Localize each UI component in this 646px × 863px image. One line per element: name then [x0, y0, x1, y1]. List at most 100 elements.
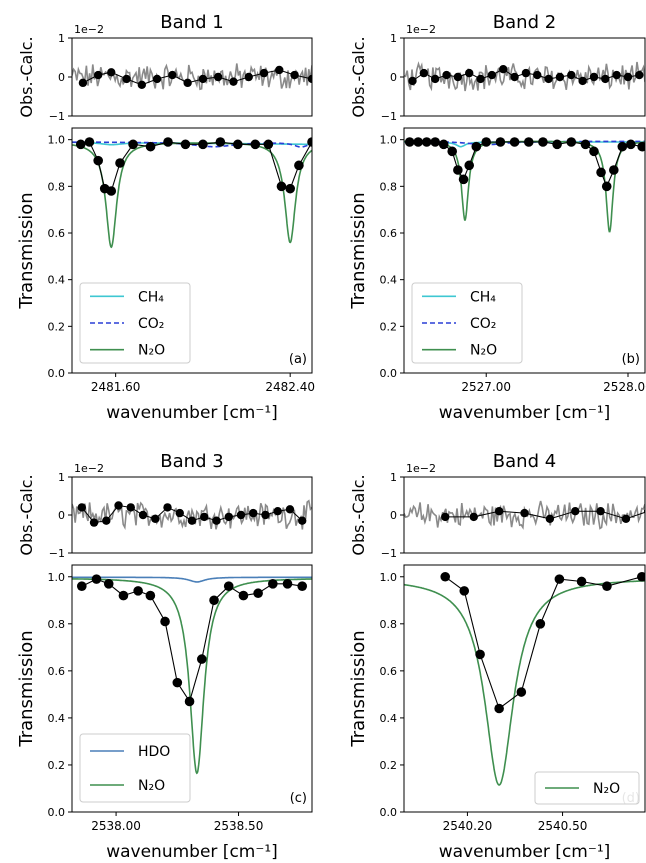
- observed-point: [601, 181, 612, 192]
- observed-point: [459, 586, 470, 596]
- panel-1: Band 1 1 0 −1 1e−2 Obs.-Calc. 0.0 0.2 0.4 0.6 0.8 1…: [16, 12, 315, 423]
- residual-point: [419, 68, 429, 78]
- observed-point: [596, 167, 606, 178]
- residual-ytick-label: −1: [381, 110, 397, 123]
- residual-ytick-label: −1: [49, 110, 65, 123]
- residual-point: [567, 70, 576, 80]
- residual-point: [499, 65, 508, 74]
- ytick-label: 0.8: [48, 180, 66, 193]
- observed-point: [250, 139, 261, 150]
- residual-point: [275, 65, 284, 75]
- residual-point: [476, 74, 485, 84]
- panel-title: Band 1: [160, 12, 223, 33]
- panel-title: Band 2: [493, 12, 556, 33]
- legend-label: N₂O: [470, 343, 497, 359]
- observed-point: [509, 137, 520, 147]
- observed-point: [106, 186, 117, 196]
- observed-point: [535, 619, 546, 629]
- residual-point: [138, 510, 148, 520]
- ytick-label: 0.2: [48, 759, 66, 772]
- residual-point: [612, 70, 621, 80]
- residual-point: [589, 72, 599, 82]
- observed-line: [444, 576, 642, 710]
- transmission-ylabel: Transmission: [348, 192, 369, 309]
- ytick-label: 0.2: [380, 320, 398, 333]
- xlabel: wavenumber [cm⁻¹]: [106, 403, 278, 423]
- series-line: [72, 142, 312, 249]
- panel-3: Band 3 1 0 −1 1e−2 Obs.-Calc. 0.0 0.2 0.4 0.6 0.8 1…: [16, 451, 313, 862]
- residual-point: [571, 507, 580, 516]
- residual-point: [494, 507, 504, 516]
- observed-point: [440, 571, 451, 582]
- ytick-label: 1.0: [48, 571, 66, 584]
- observed-point: [133, 586, 143, 596]
- observed-point: [198, 139, 208, 150]
- residual-line: [82, 69, 312, 86]
- residual-point: [114, 501, 123, 510]
- ytick-label: 0.8: [48, 618, 66, 631]
- xtick-label: 2481.60: [91, 380, 141, 394]
- legend: [534, 771, 640, 805]
- ytick-label: 1.0: [380, 571, 398, 584]
- legend-label: CO₂: [470, 316, 496, 332]
- xtick-label: 2538.00: [91, 819, 141, 833]
- observed-point: [516, 687, 527, 697]
- residual-point: [487, 70, 497, 80]
- ytick-label: 0.6: [48, 227, 66, 240]
- residual-point: [213, 72, 223, 82]
- ytick-label: 0.2: [48, 320, 66, 333]
- residual-point: [261, 510, 270, 520]
- observed-point: [263, 139, 274, 150]
- residual-ytick-label: 1: [390, 32, 397, 45]
- panel-letter: (b): [622, 352, 640, 367]
- residual-point: [469, 512, 478, 522]
- observed-point: [163, 137, 173, 147]
- residual-point: [441, 512, 450, 522]
- residual-ylabel: Obs.-Calc.: [17, 474, 36, 555]
- residual-ytick-label: 1: [58, 32, 65, 45]
- residual-exponent: 1e−2: [74, 462, 104, 475]
- residual-point: [520, 508, 529, 518]
- observed-point: [430, 137, 440, 147]
- observed-point: [475, 649, 485, 660]
- residual-point: [259, 68, 269, 78]
- residual-point: [285, 505, 295, 514]
- observed-point: [103, 579, 114, 589]
- residual-ytick-label: 1: [58, 471, 65, 484]
- legend: [79, 282, 191, 364]
- observed-point: [84, 137, 95, 147]
- residual-point: [89, 518, 99, 527]
- observed-point: [276, 181, 287, 192]
- observed-point: [253, 588, 263, 599]
- residual-point: [249, 508, 258, 518]
- residual-ytick-label: 0: [390, 71, 397, 84]
- residual-point: [601, 74, 610, 84]
- residual-ytick-label: 0: [390, 509, 397, 522]
- ytick-label: 0.0: [380, 806, 398, 819]
- observed-point: [481, 137, 492, 147]
- transmission-axes: [403, 564, 646, 813]
- ytick-label: 0.6: [380, 665, 398, 678]
- ytick-label: 0.8: [380, 618, 398, 631]
- residual-ytick-label: 0: [58, 71, 65, 84]
- residual-ylabel: Obs.-Calc.: [349, 36, 368, 117]
- residual-trace: [404, 500, 645, 530]
- transmission-axes: [71, 564, 313, 813]
- observed-point: [637, 141, 645, 152]
- transmission-ylabel: Transmission: [16, 630, 37, 747]
- xlabel: wavenumber [cm⁻¹]: [439, 842, 611, 862]
- observed-point: [580, 139, 591, 150]
- ytick-label: 0.8: [380, 180, 398, 193]
- observed-point: [128, 139, 138, 150]
- residual-point: [107, 68, 116, 77]
- ytick-label: 0.4: [380, 274, 398, 287]
- residual-point: [290, 70, 299, 80]
- observed-point: [297, 581, 308, 591]
- observed-point: [471, 141, 482, 152]
- residual-exponent: 1e−2: [74, 23, 104, 36]
- residual-ytick-label: −1: [49, 547, 65, 560]
- observed-point: [626, 139, 636, 150]
- observed-point: [413, 137, 423, 147]
- residual-point: [430, 74, 440, 84]
